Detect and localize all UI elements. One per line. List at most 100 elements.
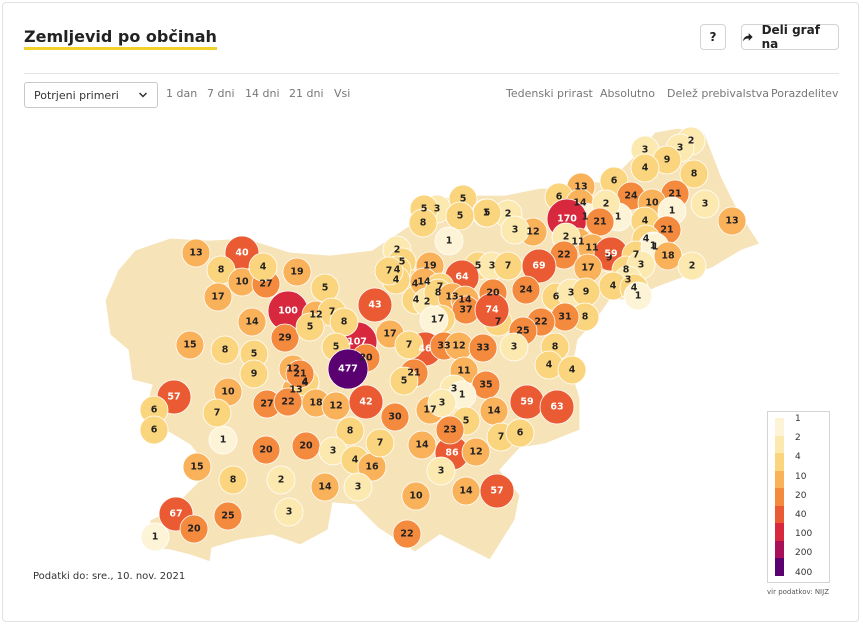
municipality-value-label: 30 — [388, 412, 402, 423]
municipality-cell[interactable] — [182, 452, 212, 482]
municipality-value-label: 5 — [399, 257, 406, 268]
municipality-cell[interactable] — [630, 153, 660, 183]
municipality-value-label: 64 — [455, 272, 469, 283]
municipality-value-label: 7 — [498, 432, 505, 443]
municipality-cell[interactable] — [218, 465, 248, 495]
view-tab-distribution[interactable]: Porazdelitev — [771, 87, 839, 100]
share-button[interactable]: Deli graf na — [741, 23, 839, 51]
metric-select[interactable]: Potrjeni primeri — [24, 82, 158, 108]
municipality-cell[interactable] — [285, 359, 315, 389]
municipality-value-label: 4 — [569, 365, 576, 376]
municipality-cell[interactable] — [435, 415, 465, 445]
municipality-cell[interactable] — [623, 281, 653, 311]
municipality-cell[interactable] — [401, 481, 431, 511]
municipality-value-label: 14 — [573, 198, 587, 209]
municipality-value-label: 7 — [495, 317, 502, 328]
municipality-cell[interactable] — [493, 251, 523, 281]
municipality-value-label: 4 — [302, 377, 309, 388]
municipality-cell[interactable] — [679, 159, 709, 189]
municipality-cell[interactable] — [585, 207, 615, 237]
municipality-cell[interactable] — [274, 497, 304, 527]
municipality-cell[interactable] — [327, 348, 369, 390]
municipality-cell[interactable] — [335, 416, 365, 446]
municipality-cell[interactable] — [717, 206, 747, 236]
municipality-cell[interactable] — [139, 415, 169, 445]
view-tab-absolute[interactable]: Absolutno — [600, 87, 656, 100]
municipality-cell[interactable] — [239, 359, 269, 389]
range-tab-all[interactable]: Vsi — [334, 87, 351, 100]
municipality-value-label: 4 — [302, 378, 309, 389]
municipality-cell[interactable] — [511, 275, 541, 305]
municipality-cell[interactable] — [237, 307, 267, 337]
municipality-cell[interactable] — [343, 472, 373, 502]
municipality-cell[interactable] — [380, 402, 410, 432]
municipality-value-label: 100 — [278, 306, 298, 317]
municipality-value-label: 3 — [439, 398, 446, 409]
municipality-cell[interactable] — [251, 435, 281, 465]
municipality-value-label: 14 — [459, 486, 473, 497]
municipality-cell[interactable] — [270, 323, 300, 353]
municipality-cell[interactable] — [389, 366, 419, 396]
municipality-cell[interactable] — [434, 226, 464, 256]
range-tab-21-days[interactable]: 21 dni — [289, 87, 324, 100]
municipality-cell[interactable] — [374, 256, 404, 286]
municipality-cell[interactable] — [181, 238, 211, 268]
municipality-cell[interactable] — [266, 465, 296, 495]
municipality-cell[interactable] — [203, 282, 233, 312]
municipality-cell[interactable] — [394, 330, 424, 360]
municipality-cell[interactable] — [175, 330, 205, 360]
range-tab-7-days[interactable]: 7 dni — [207, 87, 235, 100]
municipality-cell[interactable] — [539, 389, 575, 425]
municipality-cell[interactable] — [505, 418, 535, 448]
municipality-cell[interactable] — [248, 252, 278, 282]
municipality-cell[interactable] — [392, 519, 422, 549]
municipality-value-label: 23 — [443, 425, 456, 436]
municipality-value-label: 1 — [582, 212, 589, 223]
range-tab-14-days[interactable]: 14 dni — [245, 87, 280, 100]
municipality-cell[interactable] — [213, 501, 243, 531]
view-tab-weekly-growth[interactable]: Tedenski prirast — [506, 87, 593, 100]
municipality-cell[interactable] — [140, 522, 170, 552]
municipality-cell[interactable] — [499, 332, 529, 362]
municipality-cell[interactable] — [210, 335, 240, 365]
municipality-cell[interactable] — [474, 292, 510, 328]
municipality-cell[interactable] — [202, 398, 232, 428]
municipality-cell[interactable] — [408, 208, 438, 238]
municipality-cell[interactable] — [690, 189, 720, 219]
municipality-cell[interactable] — [295, 312, 325, 342]
municipality-cell[interactable] — [357, 287, 393, 323]
municipality-value-label: 3 — [489, 261, 496, 272]
municipality-cell[interactable] — [445, 201, 475, 231]
municipality-cell[interactable] — [282, 257, 312, 287]
range-tab-1-day[interactable]: 1 dan — [166, 87, 198, 100]
municipality-cell[interactable] — [427, 388, 457, 418]
municipality-value-label: 14 — [417, 277, 431, 288]
municipality-cell[interactable] — [557, 355, 587, 385]
municipality-cell[interactable] — [461, 437, 491, 467]
municipality-cell[interactable] — [468, 333, 498, 363]
municipality-cell[interactable] — [310, 472, 340, 502]
municipality-value-label: 7 — [377, 438, 384, 449]
legend-label: 10 — [795, 471, 807, 482]
municipality-cell[interactable] — [426, 456, 456, 486]
municipality-value-label: 22 — [281, 397, 294, 408]
help-button[interactable]: ? — [700, 24, 726, 50]
legend-swatch — [775, 418, 784, 436]
municipality-value-label: 5 — [463, 416, 470, 427]
municipality-cell[interactable] — [500, 215, 530, 245]
municipality-cell[interactable] — [479, 473, 515, 509]
municipality-value-label: 9 — [606, 253, 613, 264]
view-tab-population-share[interactable]: Delež prebivalstva — [667, 87, 770, 100]
municipality-cell[interactable] — [348, 384, 384, 420]
municipality-value-label: 57 — [490, 486, 503, 497]
municipality-value-label: 74 — [485, 305, 499, 316]
municipality-cell[interactable] — [677, 251, 707, 281]
municipality-cell[interactable] — [407, 430, 437, 460]
municipality-cell[interactable] — [365, 428, 395, 458]
municipality-cell[interactable] — [179, 514, 209, 544]
municipality-value-label: 4 — [352, 455, 359, 466]
municipality-value-label: 1 — [652, 242, 659, 253]
municipality-cell[interactable] — [419, 305, 449, 335]
municipality-value-label: 1 — [459, 390, 466, 401]
